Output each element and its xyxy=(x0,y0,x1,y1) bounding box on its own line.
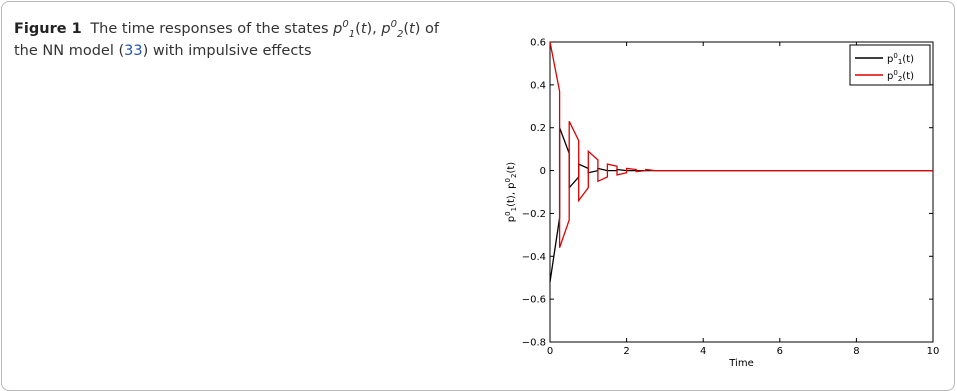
y-tick-label: −0.6 xyxy=(522,295,546,306)
line-chart: 0 2 4 6 8 10 −0.8 −0.6 −0.4 −0.2 0 0.2 0.4 0.6 Time p01… xyxy=(504,38,939,370)
y-tick-label: −0.8 xyxy=(522,338,546,349)
x-tick-label: 10 xyxy=(927,346,940,357)
legend-label-1: p01(t) xyxy=(887,52,914,66)
legend-label-2: p02(t) xyxy=(887,69,914,83)
x-tick-label: 6 xyxy=(777,346,783,357)
x-tick-label: 0 xyxy=(547,346,553,357)
equation-ref-link[interactable]: 33 xyxy=(124,43,143,59)
x-tick-label: 2 xyxy=(623,346,629,357)
figure-label: Figure 1 xyxy=(14,21,82,37)
y-tick-label: −0.2 xyxy=(522,209,546,220)
caption-var-p2: p02 xyxy=(381,19,404,40)
caption-var-t2: t xyxy=(409,21,415,37)
caption-text-b: , xyxy=(372,21,382,37)
y-tick-label: 0.4 xyxy=(530,80,546,91)
caption-text-c: of the NN model ( xyxy=(14,21,439,59)
y-tick-label: −0.4 xyxy=(522,252,546,263)
plot-group: 0 2 4 6 8 10 −0.8 −0.6 −0.4 −0.2 0 0.2 0.4 0.6 Time p01… xyxy=(504,38,939,370)
caption-var-p1: p01 xyxy=(333,19,356,40)
caption-var-t1: t xyxy=(360,21,367,37)
y-axis-label: p01(t), p02(t) xyxy=(504,162,518,223)
x-axis-label: Time xyxy=(728,358,753,369)
series-line-1 xyxy=(549,127,933,283)
y-tick-label: 0 xyxy=(540,166,546,177)
y-tick-label: 0.2 xyxy=(530,123,546,134)
figure-caption: Figure 1 The time responses of the state… xyxy=(14,19,439,59)
plot-area-frame xyxy=(549,41,934,343)
x-tick-label: 8 xyxy=(853,346,859,357)
legend-box xyxy=(849,44,931,86)
y-tick-label: 0.6 xyxy=(530,38,546,49)
x-tick-label: 4 xyxy=(700,346,706,357)
series-line-2 xyxy=(549,41,933,248)
caption-text-a: The time responses of the states xyxy=(90,21,334,37)
caption-text-d: ) with impulsive effects xyxy=(142,43,312,59)
